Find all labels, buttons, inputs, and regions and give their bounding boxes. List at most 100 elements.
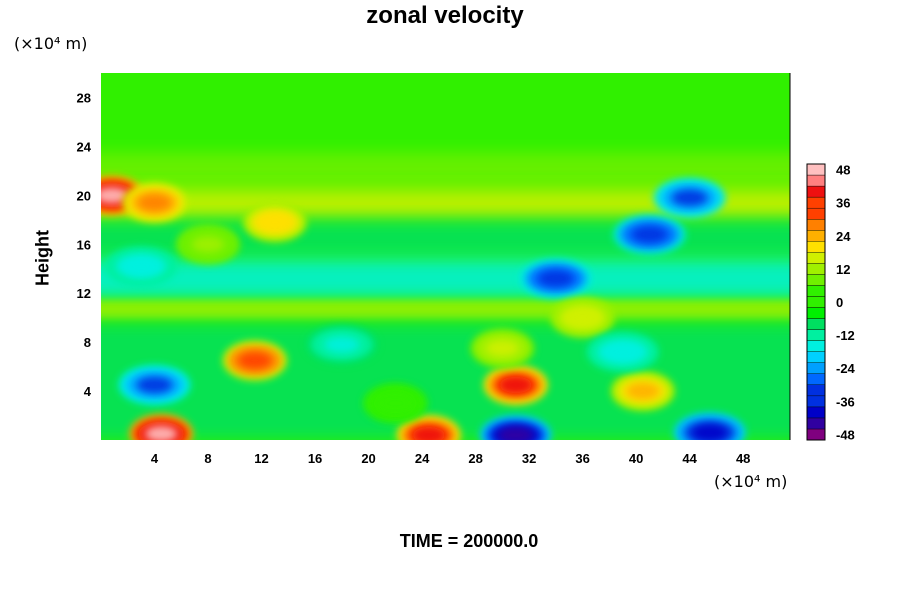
x-tick-label: 20 [361,451,375,466]
colorbar-cell [806,329,826,341]
field-feature [242,202,307,243]
x-tick-label: 12 [254,451,268,466]
field-feature [610,371,675,412]
colorbar-cell [806,285,826,297]
x-tick-label: 48 [736,451,750,466]
field-feature-contour [566,309,599,326]
x-tick-label: 16 [308,451,322,466]
colorbar-cell [806,174,826,187]
field-feature [479,415,552,440]
field-feature [176,224,241,265]
colorbar-cell [806,362,826,374]
colorbar-tick-label: -48 [836,427,855,442]
field-feature-contour [144,425,178,440]
x-axis-ticks: 4 8 12 16 20 24 28 32 36 40 44 48 [151,451,751,466]
plot-area [101,73,790,440]
y-tick-label: 20 [77,188,91,203]
field-feature-contour [324,336,360,353]
field-feature-contour [626,383,660,400]
colorbar-cell [806,351,826,363]
colorbar-tick-label: -36 [836,394,855,409]
field-features [101,175,746,440]
y-tick-label: 8 [84,335,91,350]
field-feature [129,413,194,440]
field-feature-contour [101,187,128,204]
field-feature [122,182,187,223]
field-band [101,300,790,321]
field-feature [396,415,461,440]
colorbar: 48 36 24 12 0 -12 -24 -36 -48 [806,163,856,442]
field-feature-contour [605,343,641,360]
colorbar-frame [806,163,826,441]
colorbar-tick-label: 0 [836,295,843,310]
y-tick-label: 16 [77,237,91,252]
colorbar-cell [806,263,826,275]
field-feature [653,177,726,218]
colorbar-cell [806,428,826,441]
x-tick-label: 36 [575,451,589,466]
field-feature [519,258,592,299]
field-feature [118,364,191,405]
field-feature-contour [138,194,171,211]
colorbar-cell [806,218,826,231]
field-feature-contour [672,189,708,206]
time-footer: TIME = 200000.0 [399,531,539,551]
x-tick-label: 44 [682,451,697,466]
colorbar-cell [806,307,826,319]
x-tick-label: 32 [522,451,536,466]
colorbar-cell [806,185,826,198]
field-feature [483,364,548,405]
colorbar-cell [806,373,826,386]
field-feature-contour [498,427,534,440]
colorbar-tick-label: 36 [836,196,850,211]
field-feature-contour [412,427,446,440]
field-feature [363,383,428,424]
x-tick-label: 40 [629,451,643,466]
colorbar-cell [806,252,826,264]
y-tick-label: 24 [77,139,92,154]
field-feature [222,340,287,381]
field-feature-contour [486,340,519,357]
colorbar-cell [806,417,826,430]
colorbar-tick-label: 12 [836,262,850,277]
field-feature-contour [692,424,728,440]
y-axis-ticks: 4 8 12 16 20 24 28 [77,90,92,399]
colorbar-cell [806,207,826,220]
field-feature-contour [191,236,225,253]
colorbar-tick-label: 24 [836,229,851,244]
field-feature-contour [258,214,292,231]
colorbar-tick-label: -24 [836,361,856,376]
chart-title: zonal velocity [366,2,524,29]
x-axis-unit: (×10⁴ m) [714,472,788,491]
field-feature [613,214,686,255]
x-tick-label: 4 [151,451,159,466]
x-tick-label: 8 [204,451,211,466]
colorbar-cell [806,395,826,408]
colorbar-tick-label: -12 [836,328,855,343]
field-feature-contour [538,270,574,287]
field-band [101,258,790,299]
field-feature-contour [379,395,412,412]
field-feature [305,324,378,365]
field-feature [586,331,659,372]
y-tick-label: 28 [77,90,91,105]
field-feature [105,246,178,287]
x-tick-label: 28 [468,451,482,466]
y-axis-unit: (×10⁴ m) [14,34,88,53]
colorbar-tick-label: 48 [836,163,850,178]
field-feature-contour [123,258,159,275]
x-tick-label: 24 [415,451,430,466]
y-tick-label: 4 [84,384,92,399]
colorbar-cell [806,274,826,286]
colorbar-cell [806,196,826,209]
field-feature [673,412,746,440]
y-tick-label: 12 [77,286,91,301]
field-feature [470,328,535,369]
colorbar-cell [806,318,826,330]
colorbar-cell [806,163,826,176]
colorbar-cell [806,296,826,308]
field-feature-contour [136,376,173,393]
colorbar-cell [806,384,826,397]
field-feature-contour [499,376,532,393]
